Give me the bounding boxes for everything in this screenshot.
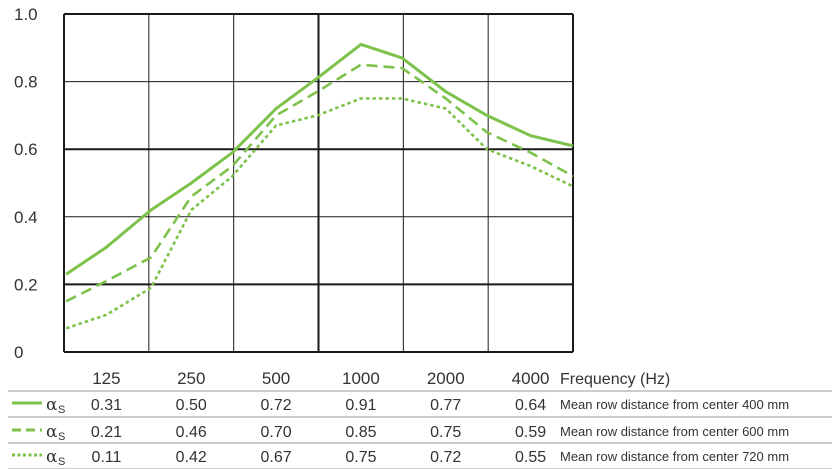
y-tick-label: 0.2	[14, 275, 38, 294]
legend-value: 0.75	[345, 449, 376, 466]
y-tick-label: 0.8	[14, 73, 38, 92]
legend-value: 0.50	[176, 397, 207, 414]
legend-value: 0.85	[345, 424, 376, 441]
y-axis-tick-labels: 0 0.2 0.4 0.6 0.8 1.0	[14, 5, 38, 362]
legend-value: 0.75	[430, 424, 461, 441]
series-line-solid	[65, 42, 574, 276]
legend-description: Mean row distance from center 400 mm	[560, 397, 789, 412]
legend-subscript: S	[58, 404, 65, 416]
legend-value: 0.91	[345, 397, 376, 414]
legend-subscript: S	[58, 456, 65, 468]
legend-value: 0.11	[91, 449, 121, 466]
x-tick-label: 4000	[512, 369, 550, 388]
legend-value: 0.21	[91, 424, 122, 441]
chart-series-lines	[65, 42, 574, 330]
legend-subscript: S	[58, 431, 65, 443]
legend-description: Mean row distance from center 720 mm	[560, 449, 789, 464]
y-tick-label: 0	[14, 343, 23, 362]
x-tick-label: 1000	[342, 369, 380, 388]
y-tick-label: 0.4	[14, 208, 38, 227]
x-axis-tick-labels: Frequency (Hz) 125 250 500 1000 2000 4000	[92, 369, 670, 388]
legend-symbol: α	[46, 447, 58, 467]
y-tick-label: 0.6	[14, 140, 38, 159]
legend-value: 0.46	[176, 424, 207, 441]
legend-value: 0.31	[91, 397, 122, 414]
x-tick-label: 125	[92, 369, 120, 388]
chart-grid	[63, 13, 574, 353]
series-line-dashed	[65, 63, 574, 303]
x-axis-title: Frequency (Hz)	[560, 371, 670, 388]
legend-description: Mean row distance from center 600 mm	[560, 424, 789, 439]
legend-value: 0.55	[515, 449, 546, 466]
y-tick-label: 1.0	[14, 5, 38, 24]
legend-value: 0.72	[430, 449, 461, 466]
legend-value: 0.42	[176, 449, 207, 466]
legend-value: 0.70	[261, 424, 292, 441]
x-tick-label: 500	[262, 369, 290, 388]
legend-table: α S 0.31 0.50 0.72 0.91 0.77 0.64 Mean row dista…	[8, 390, 832, 469]
series-line-dotted	[65, 97, 574, 330]
x-tick-label: 250	[177, 369, 205, 388]
x-tick-label: 2000	[427, 369, 465, 388]
legend-value: 0.59	[515, 424, 546, 441]
legend-symbol: α	[46, 422, 58, 442]
legend-value: 0.64	[515, 397, 546, 414]
legend-value: 0.67	[261, 449, 292, 466]
legend-symbol: α	[46, 395, 58, 415]
legend-value: 0.77	[430, 397, 461, 414]
legend-value: 0.72	[261, 397, 292, 414]
